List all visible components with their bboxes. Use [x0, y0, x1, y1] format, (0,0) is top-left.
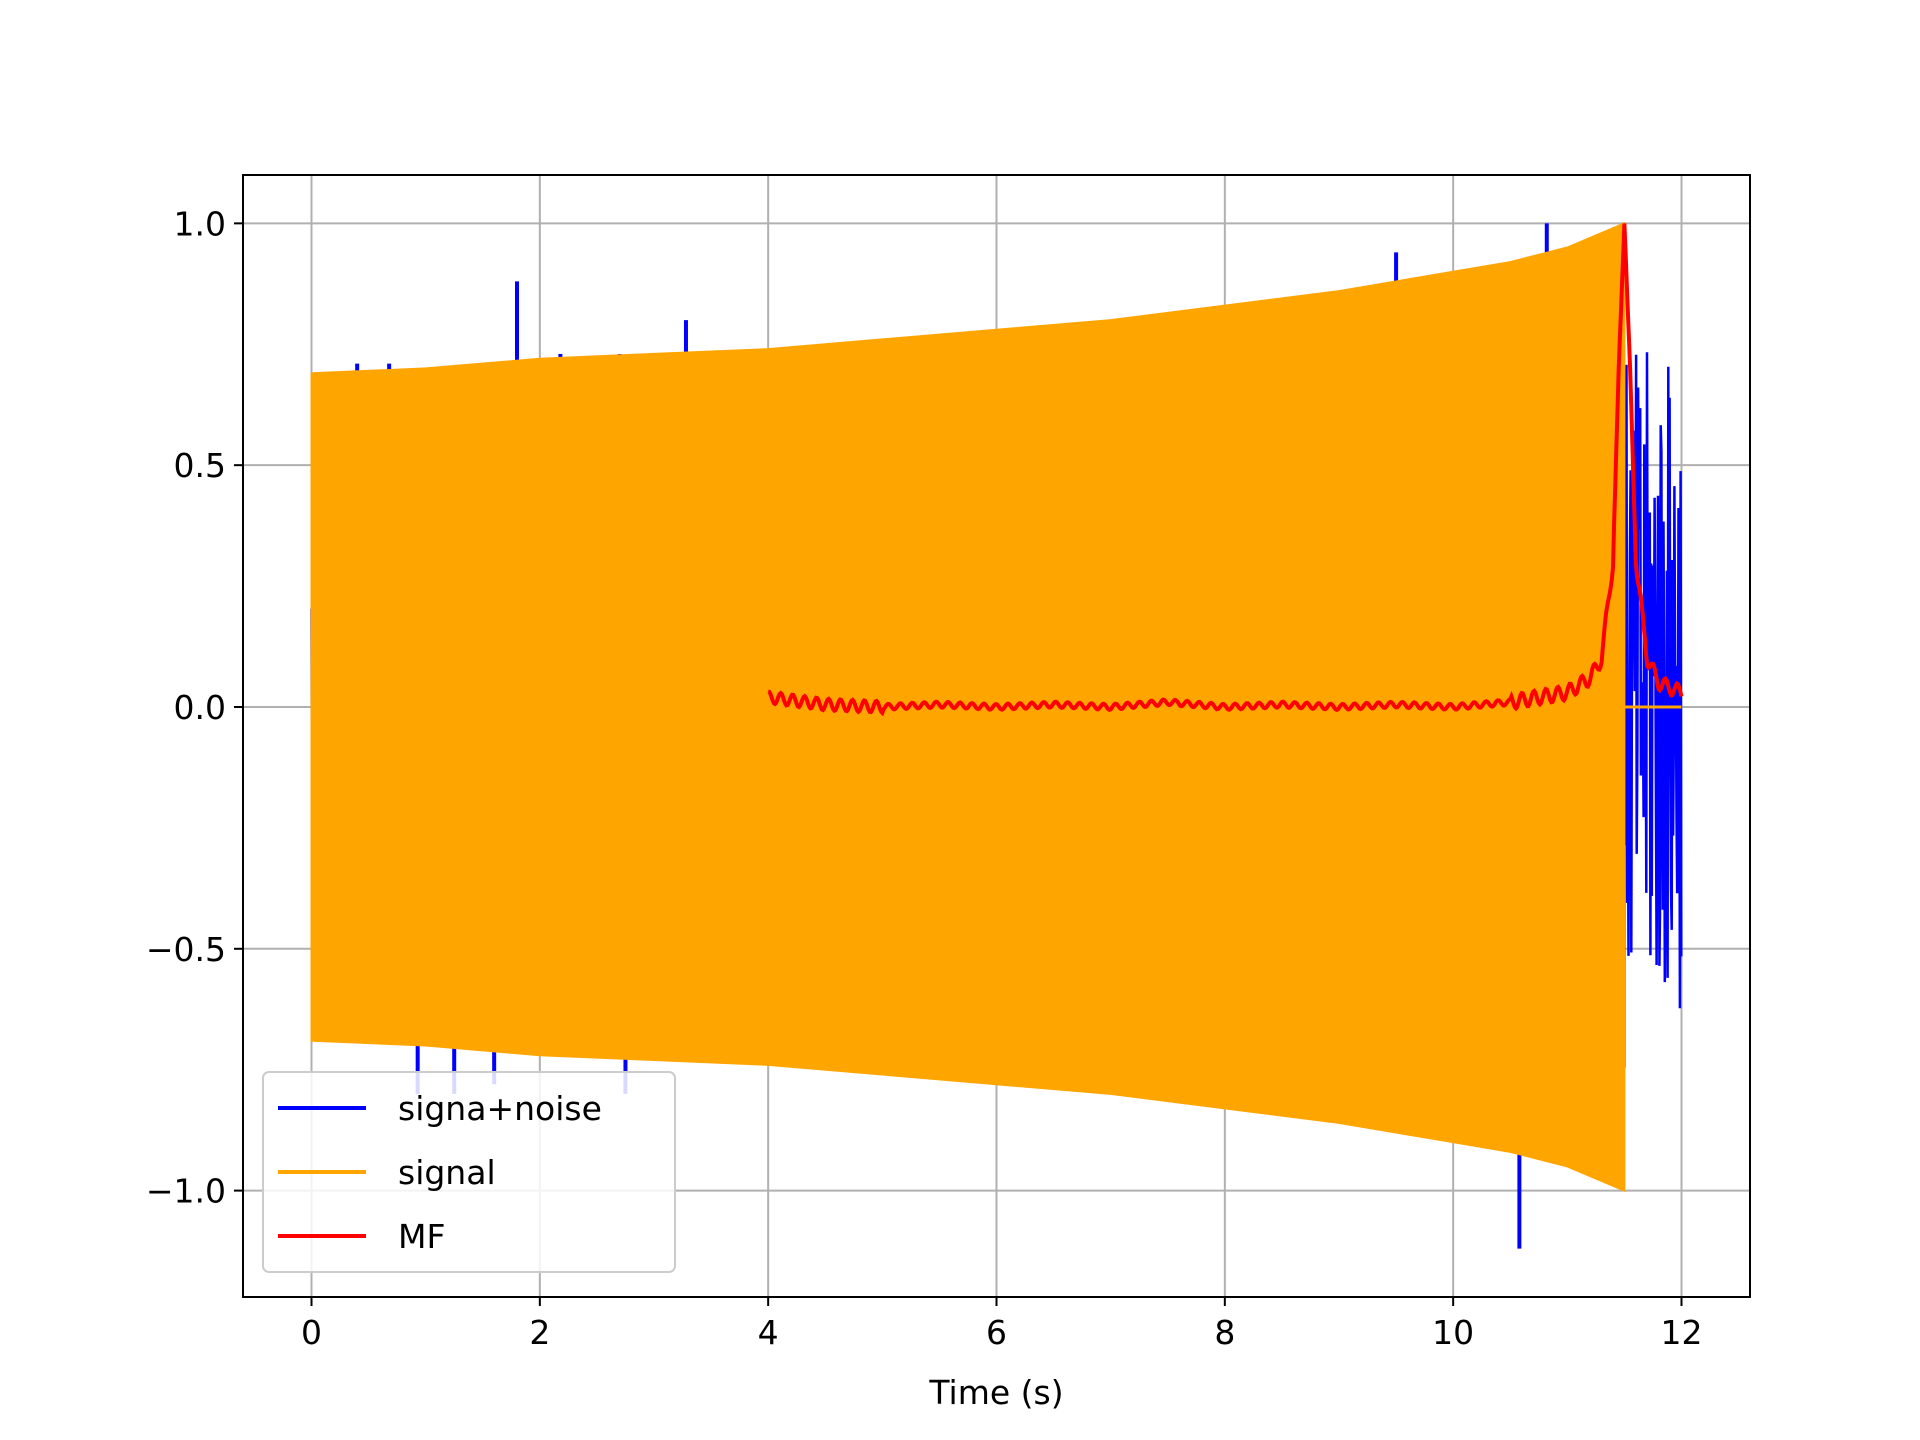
- legend-label: signa+noise: [398, 1089, 602, 1128]
- x-tick-label: 4: [758, 1313, 779, 1352]
- ticks: 0 2 4 6 8 10 12 −1.0 −0.5 0.0 0.5 1.0: [146, 204, 1703, 1352]
- x-tick-label: 10: [1432, 1313, 1474, 1352]
- legend-label: signal: [398, 1153, 496, 1192]
- x-tick-label: 6: [986, 1313, 1007, 1352]
- x-tick-label: 8: [1214, 1313, 1235, 1352]
- y-tick-label: 1.0: [174, 204, 226, 243]
- y-tick-label: −0.5: [146, 930, 226, 969]
- legend-box: [262, 1071, 676, 1273]
- x-tick-label: 12: [1661, 1313, 1703, 1352]
- y-tick-label: 0.5: [174, 446, 226, 485]
- legend-label: MF: [398, 1217, 445, 1256]
- x-tick-label: 0: [301, 1313, 322, 1352]
- series-layer: [310, 221, 1684, 1249]
- x-axis-label: Time (s): [928, 1373, 1063, 1412]
- y-tick-label: 0.0: [174, 688, 226, 727]
- series-mf: [767, 223, 1684, 717]
- x-tick-label: 2: [529, 1313, 550, 1352]
- y-tick-label: −1.0: [146, 1172, 226, 1211]
- legend: signa+noise signal MF: [262, 1071, 676, 1273]
